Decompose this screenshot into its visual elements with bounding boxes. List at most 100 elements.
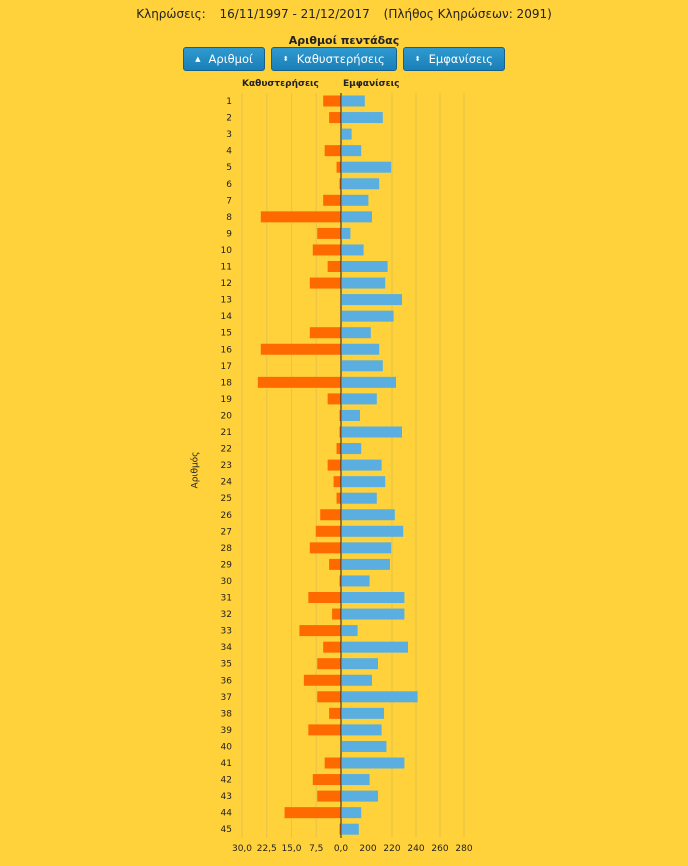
category-label: 2: [226, 114, 232, 124]
appearance-bar: [342, 575, 370, 587]
appearance-bar: [342, 658, 378, 670]
category-label: 14: [221, 312, 233, 322]
category-label: 10: [221, 246, 233, 256]
appearance-bar: [342, 112, 383, 124]
delay-bar: [336, 492, 341, 504]
delay-bar: [329, 558, 341, 570]
appearance-bar: [342, 211, 372, 223]
appearance-bar: [342, 376, 396, 388]
right-tick-label: 240: [407, 844, 424, 854]
appearance-bar: [342, 145, 362, 157]
left-tick-label: 7,5: [309, 844, 323, 854]
appearance-bar: [342, 823, 359, 835]
sort-button-group: ▲ Αριθμοί ⬍ Καθυστερήσεις ⬍ Εμφανίσεις: [0, 47, 688, 71]
appearance-bar: [342, 95, 365, 107]
appearance-bar: [342, 277, 386, 289]
sort-delays-button[interactable]: ⬍ Καθυστερήσεις: [270, 47, 397, 71]
appearance-bar: [342, 409, 360, 421]
delay-bar: [257, 376, 341, 388]
category-label: 38: [221, 709, 233, 719]
appearance-bar: [342, 707, 384, 719]
delay-bar: [327, 261, 341, 272]
category-label: 26: [221, 511, 233, 521]
appearance-bar: [342, 476, 386, 488]
appearance-bar: [342, 443, 362, 455]
appearance-bar: [342, 393, 377, 405]
delay-bar: [260, 343, 341, 355]
right-tick-label: 280: [455, 844, 472, 854]
category-label: 22: [221, 445, 232, 455]
delay-bar: [303, 674, 341, 686]
delay-bar: [317, 227, 341, 239]
delay-bar: [336, 161, 341, 173]
category-label: 30: [221, 577, 233, 587]
right-tick-label: 260: [431, 844, 448, 854]
delay-bar: [324, 757, 341, 769]
delay-bar: [312, 244, 341, 256]
sort-up-icon: ▲: [195, 55, 201, 63]
sort-appearances-button[interactable]: ⬍ Εμφανίσεις: [402, 47, 505, 71]
category-label: 16: [221, 345, 233, 355]
category-label: 7: [226, 196, 232, 206]
category-label: 34: [221, 643, 233, 653]
category-label: 42: [221, 776, 232, 786]
category-label: 25: [221, 494, 232, 504]
delay-bar: [323, 194, 341, 206]
delay-bar: [339, 178, 341, 190]
delays-column-label: Καθυστερήσεις: [242, 79, 319, 89]
appearance-bar: [342, 128, 352, 140]
delay-bar: [339, 575, 341, 587]
left-tick-label: 30,0: [232, 844, 252, 854]
delay-bar: [315, 525, 341, 537]
delay-bar: [320, 509, 341, 521]
appearance-bar: [342, 360, 383, 372]
delay-bar: [324, 145, 341, 157]
delay-bar: [309, 542, 341, 554]
appearance-bar: [342, 509, 395, 521]
appearance-bar: [342, 674, 372, 686]
appearance-bar: [342, 261, 388, 272]
delay-bar: [333, 476, 341, 488]
appearance-bar: [342, 608, 405, 620]
category-label: 13: [221, 296, 232, 306]
appearance-bar: [342, 691, 418, 703]
appearance-bar: [342, 641, 408, 653]
category-label: 36: [221, 676, 233, 686]
draws-range: 16/11/1997 - 21/12/2017: [219, 7, 370, 21]
appearance-bar: [342, 294, 402, 306]
category-label: 9: [226, 229, 232, 239]
appearance-bar: [342, 625, 358, 637]
delay-bar: [339, 823, 341, 835]
category-label: 6: [226, 180, 232, 190]
category-label: 5: [226, 163, 232, 173]
draws-count: (Πλήθος Κληρώσεων: 2091): [383, 7, 552, 21]
delay-bar: [339, 426, 341, 438]
category-label: 19: [221, 395, 233, 405]
appearance-bar: [342, 244, 364, 256]
appearance-bar: [342, 227, 351, 239]
category-label: 44: [221, 809, 233, 819]
appearance-bar: [342, 774, 370, 786]
delay-bar: [309, 277, 341, 289]
category-label: 45: [221, 825, 232, 835]
category-label: 11: [221, 263, 232, 273]
category-label: 33: [221, 627, 232, 637]
left-tick-label: 15,0: [281, 844, 301, 854]
appearance-bar: [342, 542, 392, 554]
sort-numbers-button[interactable]: ▲ Αριθμοί: [183, 47, 265, 71]
category-label: 40: [221, 742, 233, 752]
sort-numbers-label: Αριθμοί: [208, 52, 253, 66]
appearance-bar: [342, 426, 402, 438]
category-label: 15: [221, 329, 232, 339]
left-tick-label: 0,0: [334, 844, 349, 854]
sort-both-icon: ⬍: [282, 55, 289, 63]
appearance-bar: [342, 525, 404, 537]
delay-bar: [332, 608, 341, 620]
delay-bar: [312, 774, 341, 786]
category-label: 24: [221, 478, 233, 488]
category-label: 3: [226, 130, 232, 140]
delay-bar: [329, 707, 341, 719]
appearance-bar: [342, 161, 392, 173]
appearance-bar: [342, 724, 382, 736]
appearances-column-label: Εμφανίσεις: [343, 79, 400, 89]
